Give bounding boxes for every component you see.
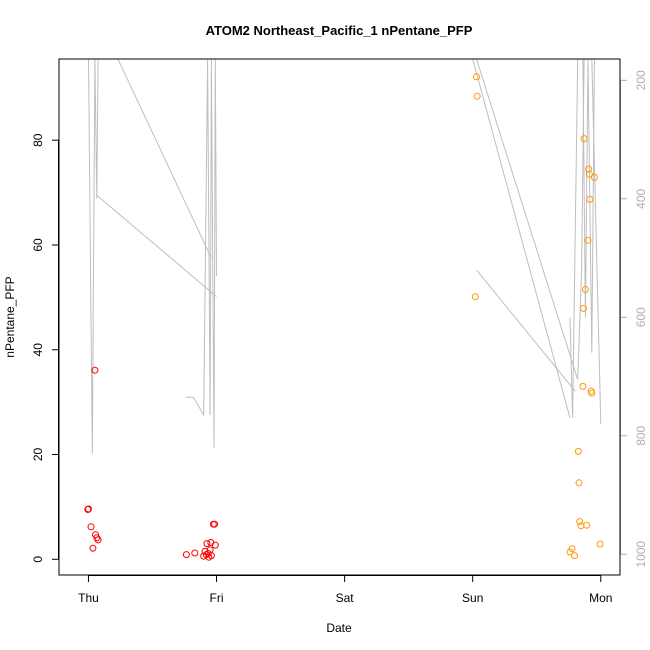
x-tick-label: Sun [462, 591, 483, 605]
y-tick-label: 80 [31, 133, 45, 147]
data-point [207, 552, 215, 560]
data-point [580, 304, 587, 312]
y-tick-label: 40 [31, 343, 45, 357]
data-point [579, 382, 587, 390]
data-point [191, 549, 199, 557]
altitude-line-3 [185, 58, 217, 448]
data-point [584, 236, 592, 244]
chart-title: ATOM2 Northeast_Pacific_1 nPentane_PFP [206, 23, 473, 38]
data-point [574, 447, 582, 455]
data-point [91, 366, 99, 374]
data-point [581, 286, 589, 293]
data-point [211, 520, 219, 528]
x-tick-label: Fri [210, 591, 224, 605]
data-point [588, 389, 596, 397]
y2-tick-label: 200 [634, 70, 648, 90]
data-point [94, 536, 102, 544]
data-point [85, 505, 92, 513]
y2-tick-label: 1000 [634, 541, 648, 568]
data-point [596, 540, 604, 548]
altitude-line-4 [476, 269, 576, 392]
data-point [473, 73, 480, 81]
data-point [590, 173, 598, 181]
x-tick-label: Sat [336, 591, 355, 605]
data-points [84, 73, 604, 561]
y2-tick-label: 400 [634, 188, 648, 208]
y-tick-label: 0 [31, 556, 45, 563]
y-tick-label: 20 [31, 448, 45, 462]
data-point [471, 293, 479, 301]
altitude-line-7 [569, 58, 595, 419]
data-point [203, 540, 211, 548]
data-point [89, 544, 97, 552]
data-point [575, 479, 583, 487]
data-point [576, 518, 584, 526]
x-axis-label: Date [326, 621, 352, 635]
plot-frame [58, 58, 621, 576]
x-tick-label: Mon [589, 591, 612, 605]
data-point [182, 551, 190, 559]
y-axis-label: nPentane_PFP [3, 276, 17, 357]
x-tick-label: Thu [78, 591, 99, 605]
data-point [586, 195, 594, 203]
y-tick-label: 60 [31, 238, 45, 252]
y2-tick-label: 600 [634, 307, 648, 327]
data-point [473, 92, 481, 100]
altitude-line-6 [472, 58, 571, 419]
y2-tick-label: 800 [634, 425, 648, 445]
data-point [211, 541, 219, 549]
data-point [571, 552, 578, 560]
data-point [583, 521, 591, 529]
data-point [585, 170, 593, 178]
data-point [568, 545, 576, 553]
data-point [87, 523, 95, 531]
data-point [580, 135, 588, 143]
altitude-line-1 [117, 58, 212, 259]
altitude-line-2 [97, 195, 217, 297]
data-point [585, 165, 593, 173]
